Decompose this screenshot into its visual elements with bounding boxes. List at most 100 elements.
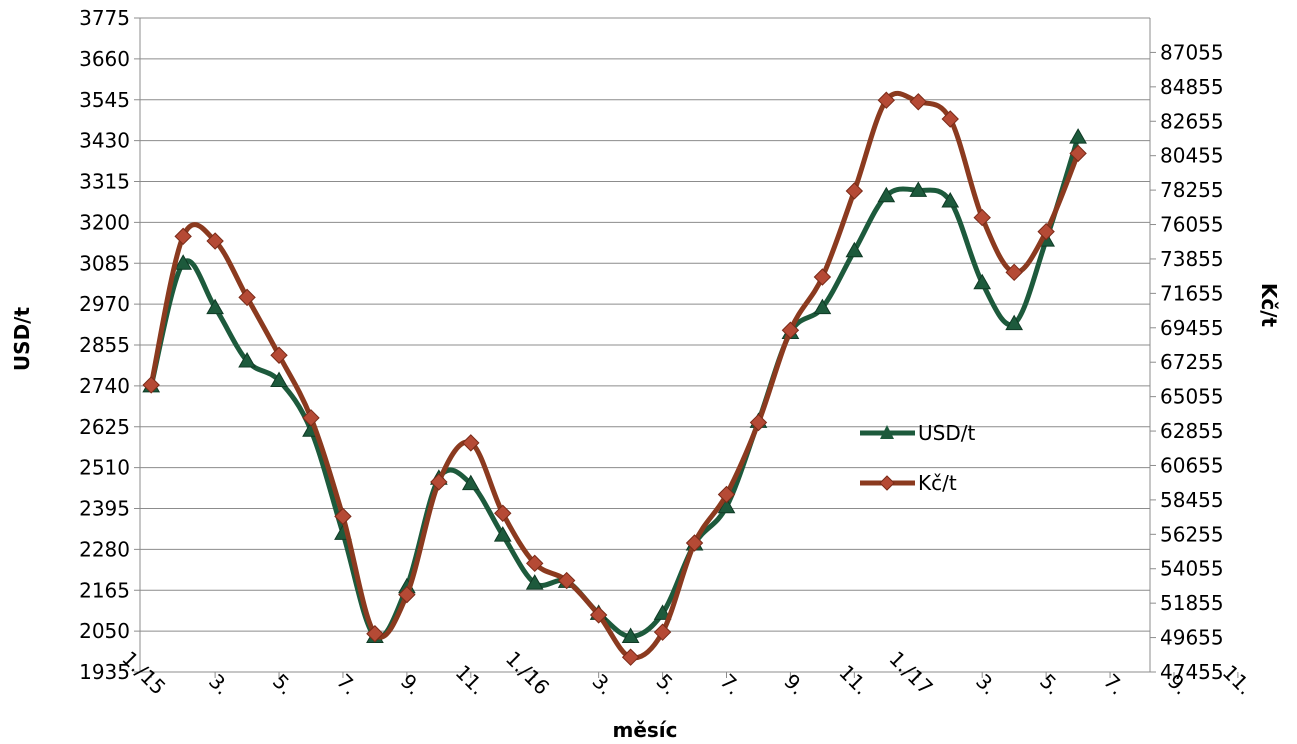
data-point-usd	[813, 298, 832, 315]
y-tick-label: 1935	[79, 660, 130, 684]
y-tick-label: 3545	[79, 88, 130, 112]
data-point-czk	[717, 485, 736, 504]
y2-tick-label: 56255	[1160, 522, 1224, 546]
data-point-czk	[813, 268, 832, 286]
data-point-czk	[653, 623, 672, 641]
y2-tick-label: 69455	[1160, 316, 1224, 340]
data-point-czk	[685, 534, 704, 552]
data-point-czk	[174, 227, 192, 246]
x-tick-label: 11.	[834, 660, 873, 699]
y2-tick-label: 82655	[1160, 109, 1224, 133]
legend-marker-usd	[880, 425, 894, 439]
x-tick-label: 9.	[396, 669, 426, 699]
y-tick-label: 3775	[79, 6, 130, 30]
x-tick-label: 9.	[779, 669, 809, 699]
y2-tick-label: 60655	[1160, 453, 1224, 477]
y-tick-label: 3085	[79, 251, 130, 275]
x-tick-label: 7.	[332, 669, 362, 699]
y-axis-left-ticks: 1935 2050 2165 2280 2395 2510 2625 2740 2855 2970…	[79, 6, 140, 684]
data-point-czk	[1005, 263, 1023, 282]
y2-tick-label: 67255	[1160, 350, 1224, 374]
data-point-usd	[174, 254, 193, 270]
data-point-usd	[461, 474, 480, 491]
data-point-usd	[206, 298, 224, 315]
gridlines	[140, 17, 1150, 673]
data-point-usd	[653, 604, 672, 620]
series-layer	[142, 90, 1087, 666]
y2-tick-label: 84855	[1160, 75, 1224, 99]
data-point-czk	[366, 625, 384, 643]
data-point-czk	[973, 208, 991, 227]
y2-tick-label: 71655	[1160, 281, 1224, 305]
data-point-czk	[430, 473, 448, 491]
x-tick-label: 7.	[1099, 669, 1129, 699]
x-tick-label: 5.	[268, 669, 298, 699]
series-line-czk	[148, 90, 1081, 661]
y2-tick-label: 47455	[1160, 660, 1224, 684]
y-tick-label: 2855	[79, 333, 130, 357]
y2-tick-label: 78255	[1160, 178, 1224, 202]
data-point-czk	[270, 346, 288, 364]
data-point-usd	[238, 351, 256, 368]
data-point-czk	[526, 554, 544, 573]
y-tick-label: 2395	[79, 497, 130, 521]
data-point-czk	[941, 110, 959, 128]
data-point-czk	[462, 434, 480, 452]
data-point-usd	[877, 186, 896, 203]
series-line-usd	[148, 134, 1081, 641]
data-point-czk	[909, 93, 927, 111]
x-tick-label: 11.	[1218, 660, 1257, 699]
data-point-usd	[941, 192, 960, 208]
y-tick-label: 2280	[79, 537, 130, 561]
data-point-czk	[206, 232, 224, 250]
x-tick-label: 5.	[1035, 669, 1065, 699]
legend-label-usd: USD/t	[918, 421, 975, 445]
data-point-czk	[238, 288, 256, 307]
data-point-usd	[1005, 314, 1024, 331]
data-point-czk	[334, 507, 352, 526]
legend-item-czk: Kč/t	[860, 471, 957, 495]
data-point-czk	[1069, 144, 1087, 163]
data-point-usd	[1069, 128, 1087, 144]
data-point-czk	[302, 409, 320, 427]
x-tick-label: 3.	[971, 669, 1001, 699]
y2-tick-label: 54055	[1160, 557, 1224, 581]
y2-tick-label: 73855	[1160, 247, 1224, 271]
data-point-czk	[142, 376, 160, 394]
y-tick-label: 3660	[79, 47, 130, 71]
data-point-usd	[909, 181, 928, 197]
data-point-czk	[557, 571, 576, 590]
y2-tick-label: 62855	[1160, 419, 1224, 443]
data-point-usd	[845, 241, 864, 258]
data-point-czk	[749, 413, 768, 432]
data-point-usd	[973, 273, 992, 290]
x-tick-label: 1./17	[884, 646, 937, 699]
data-point-czk	[845, 182, 864, 200]
y-tick-label: 2510	[79, 456, 130, 480]
y-tick-label: 3315	[79, 170, 130, 194]
x-axis-title: měsíc	[612, 718, 677, 742]
y-tick-label: 3200	[79, 210, 130, 234]
x-tick-label: 7.	[715, 669, 745, 699]
y-axis-title: USD/t	[10, 307, 34, 372]
data-point-usd	[270, 371, 288, 388]
y-tick-label: 2625	[79, 415, 130, 439]
data-point-czk	[398, 585, 416, 604]
data-point-czk	[621, 648, 640, 666]
y2-tick-label: 76055	[1160, 213, 1224, 237]
y2-tick-label: 58455	[1160, 488, 1224, 512]
legend-marker-czk	[879, 475, 895, 491]
data-point-czk	[1037, 222, 1055, 241]
y2-axis-title: Kč/t	[1257, 283, 1281, 328]
x-tick-label: 3.	[204, 669, 234, 699]
x-tick-label: 11.	[451, 660, 490, 699]
data-point-usd	[493, 526, 512, 542]
x-tick-label: 3.	[588, 669, 618, 699]
x-axis-ticks: 1./15 3. 5. 7. 9. 11. 1./16 3. 5. 7. 9. 11. 1./17 3. 5…	[117, 646, 1257, 699]
y-axis-right-ticks: 47455 49655 51855 54055 56255 58455 60655 62855…	[1150, 40, 1224, 684]
data-point-usd	[621, 627, 640, 643]
data-point-czk	[494, 504, 512, 522]
x-tick-label: 5.	[652, 669, 682, 699]
y-tick-label: 3430	[79, 129, 130, 153]
